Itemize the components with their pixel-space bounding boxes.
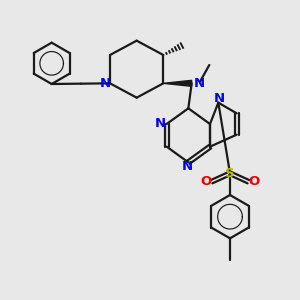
Text: O: O (248, 175, 259, 188)
Text: N: N (155, 117, 166, 130)
Text: O: O (201, 175, 212, 188)
Text: N: N (99, 77, 111, 90)
Polygon shape (163, 80, 192, 86)
Text: N: N (214, 92, 225, 105)
Text: N: N (182, 160, 193, 173)
Text: N: N (193, 77, 205, 90)
Text: S: S (225, 167, 235, 179)
